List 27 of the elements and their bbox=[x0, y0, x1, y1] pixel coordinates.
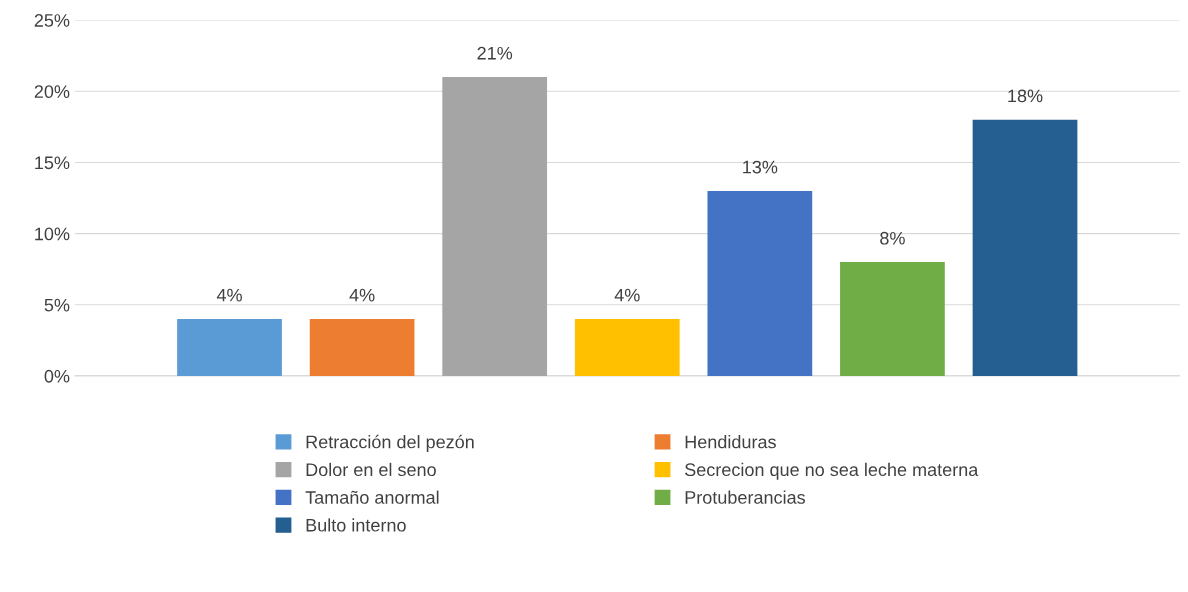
y-tick-label: 5% bbox=[44, 298, 70, 312]
y-tick-label: 10% bbox=[35, 227, 70, 241]
y-tick-label: 0% bbox=[44, 369, 70, 383]
data-label: 4% bbox=[349, 288, 375, 302]
legend-label: Tamaño anormal bbox=[305, 490, 439, 504]
y-tick-label: 25% bbox=[34, 14, 70, 27]
bar bbox=[574, 318, 680, 376]
legend-label: Protuberancias bbox=[685, 490, 805, 504]
data-label: 18% bbox=[1008, 89, 1043, 103]
data-label: 21% bbox=[477, 46, 513, 60]
data-label: 13% bbox=[743, 160, 778, 174]
legend-label: Retracción del pezón bbox=[306, 434, 474, 452]
y-tick-label: 15% bbox=[35, 156, 70, 170]
data-label: 4% bbox=[216, 288, 242, 302]
legend-label: Hendiduras bbox=[685, 435, 776, 449]
bar bbox=[309, 318, 415, 376]
bar bbox=[442, 77, 548, 376]
legend-label: Secrecion que no sea leche materna bbox=[685, 462, 979, 480]
bar bbox=[707, 190, 813, 376]
bar bbox=[177, 318, 282, 376]
y-tick-label: 20% bbox=[34, 85, 70, 99]
bar bbox=[840, 262, 945, 376]
data-label: 4% bbox=[614, 288, 640, 302]
bar bbox=[972, 119, 1078, 376]
legend-label: Bulto interno bbox=[306, 518, 406, 532]
legend-label: Dolor en el seno bbox=[306, 462, 436, 477]
data-label: 8% bbox=[880, 231, 905, 245]
